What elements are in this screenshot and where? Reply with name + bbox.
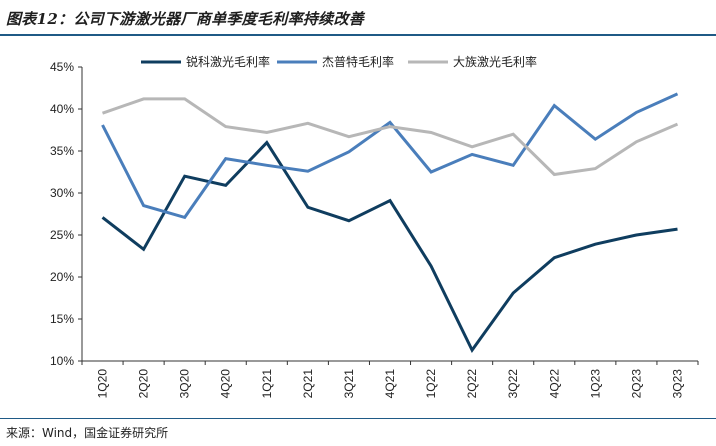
x-tick-label: 3Q23 — [670, 369, 684, 399]
y-tick-label: 25% — [50, 228, 74, 242]
legend-label-1: 锐科激光毛利率 — [186, 54, 270, 69]
y-tick-label: 20% — [50, 270, 74, 284]
x-tick-labels: 1Q20 2Q20 3Q20 4Q20 1Q21 2Q21 3Q21 4Q21 1Q22 2Q22… — [96, 369, 685, 399]
chart-title: 图表12：公司下游激光器厂商单季度毛利率持续改善 — [6, 10, 365, 28]
x-tick-label: 1Q20 — [96, 369, 110, 399]
series-line-1 — [101, 140, 678, 354]
y-tick-label: 40% — [50, 102, 74, 116]
x-tick-label: 3Q21 — [342, 369, 356, 399]
x-tick-label: 1Q21 — [260, 369, 274, 399]
series-line-3 — [102, 97, 679, 177]
legend-label-3: 大族激光毛利率 — [453, 54, 537, 69]
x-tick-label: 2Q21 — [301, 369, 315, 399]
x-tick-label: 3Q20 — [178, 369, 192, 399]
title-divider — [0, 34, 716, 36]
x-tick-label: 1Q22 — [424, 369, 438, 399]
series-line-2 — [101, 92, 679, 220]
x-tick-label: 3Q22 — [506, 369, 520, 399]
x-tick-label: 1Q23 — [588, 369, 602, 399]
x-tick-label: 4Q20 — [219, 369, 233, 399]
y-tick-label: 35% — [50, 144, 74, 158]
x-tick-label: 4Q22 — [547, 369, 561, 399]
source-note: 来源：Wind，国金证券研究所 — [6, 426, 169, 440]
y-tick-label: 15% — [50, 312, 74, 326]
x-tick-label: 2Q23 — [629, 369, 643, 399]
x-tick-label: 4Q21 — [383, 369, 397, 399]
y-tick-labels: 10% 15% 20% 25% 30% 35% 40% 45% — [50, 60, 74, 368]
series-lines — [101, 92, 679, 354]
footer-divider — [0, 418, 716, 419]
axes — [78, 66, 699, 365]
x-tick-label: 2Q20 — [137, 369, 151, 399]
y-tick-label: 45% — [50, 60, 74, 74]
y-tick-label: 30% — [50, 186, 74, 200]
legend: 锐科激光毛利率 杰普特毛利率 大族激光毛利率 — [141, 54, 537, 69]
x-tick-label: 2Q22 — [465, 369, 479, 399]
legend-label-2: 杰普特毛利率 — [322, 54, 394, 69]
y-tick-label: 10% — [50, 354, 74, 368]
